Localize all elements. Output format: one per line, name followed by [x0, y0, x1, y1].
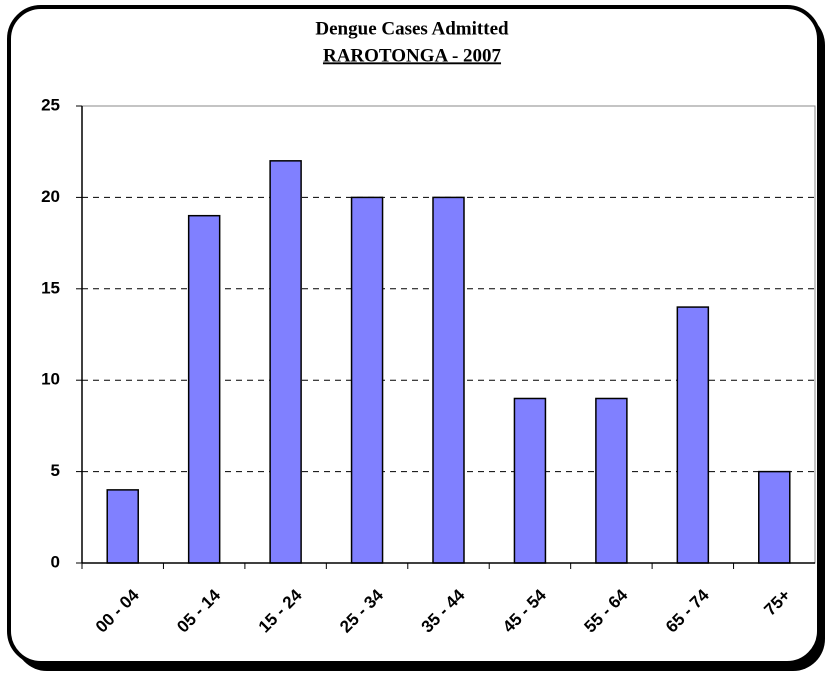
- bar: [106, 489, 139, 564]
- bar: [187, 214, 221, 564]
- bar: [269, 160, 302, 564]
- bar: [676, 306, 710, 564]
- y-tick-label: 0: [51, 552, 60, 571]
- chart-title: Dengue Cases Admitted: [315, 18, 509, 39]
- bar: [513, 397, 547, 564]
- y-tick-label: 10: [41, 370, 60, 389]
- bar: [432, 196, 465, 564]
- chart-subtitle: RAROTONGA - 2007: [323, 45, 502, 66]
- y-tick-label: 20: [41, 187, 60, 206]
- y-tick-label: 15: [41, 278, 60, 297]
- bar: [350, 196, 384, 564]
- y-tick-label: 5: [51, 461, 60, 480]
- y-tick-label: 25: [41, 95, 60, 114]
- bar: [595, 397, 628, 564]
- bar: [758, 470, 791, 564]
